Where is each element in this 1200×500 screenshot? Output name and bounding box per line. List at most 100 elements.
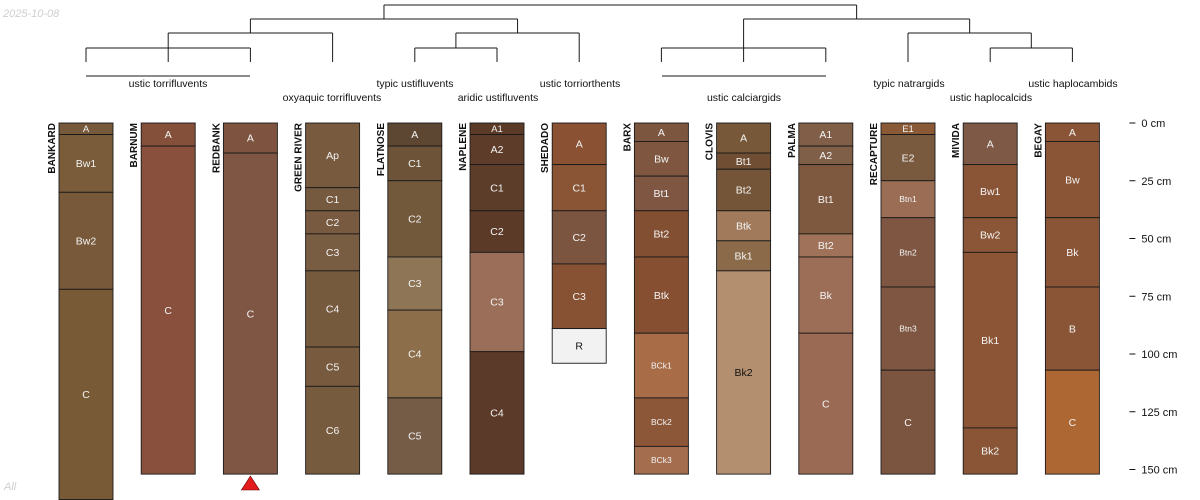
horizon-bk1 xyxy=(716,240,772,272)
profile-label: NAPLENE xyxy=(458,123,469,171)
horizon-bk2 xyxy=(716,270,772,475)
horizon-label: C xyxy=(82,389,90,401)
depth-tick-label: 0 cm xyxy=(1141,118,1165,130)
horizon-label: Bw1 xyxy=(76,158,97,170)
horizon-label: C4 xyxy=(326,304,340,316)
horizon-label: C4 xyxy=(490,408,504,420)
horizon-label: Bk1 xyxy=(981,335,999,347)
horizon-label: Bw xyxy=(654,153,669,165)
horizon-a xyxy=(716,122,772,154)
horizon-label: C xyxy=(822,398,830,410)
horizon-label: C2 xyxy=(572,232,586,244)
depth-tick-label: 100 cm xyxy=(1141,349,1177,361)
taxonomy-label: oxyaquic torrifluvents xyxy=(283,92,382,104)
horizon-btn1 xyxy=(880,180,936,219)
horizon-label: C3 xyxy=(572,291,586,303)
horizon-bw1 xyxy=(58,134,114,193)
depth-tick-label: 75 cm xyxy=(1141,291,1171,303)
horizon-label: C5 xyxy=(326,361,340,373)
horizon-label: C3 xyxy=(490,297,504,309)
horizon-c3 xyxy=(305,233,361,272)
horizon-label: R xyxy=(575,341,583,353)
horizon-label: BCk1 xyxy=(651,361,672,371)
horizon-c xyxy=(140,145,196,475)
horizon-c2 xyxy=(551,210,607,265)
horizon-bk2 xyxy=(962,427,1018,475)
horizon-bck3 xyxy=(633,445,689,475)
profile-begay: A Bw Bk B C BEGAY xyxy=(1033,122,1100,475)
profile-label: BEGAY xyxy=(1033,123,1044,158)
horizon-label: Bt1 xyxy=(736,156,752,168)
horizon-c6 xyxy=(305,385,361,475)
horizon-c xyxy=(222,152,278,475)
horizon-c4 xyxy=(387,309,443,399)
soil-profiles: A Bw1 Bw2 C BANKARD A C BARNUM A C REDBANK Ap C1 C2 C3… xyxy=(47,122,1100,500)
horizon-label: Bk xyxy=(820,290,833,302)
profile-mivida: A Bw1 Bw2 Bk1 Bk2 MIVIDA xyxy=(951,122,1018,475)
profile-label: RECAPTURE xyxy=(869,123,880,186)
horizon-label: A xyxy=(83,124,90,135)
horizon-label: Bt2 xyxy=(736,185,752,197)
horizon-label: A xyxy=(247,133,254,145)
horizon-ap xyxy=(305,122,361,189)
taxonomy-label: ustic torriorthents xyxy=(540,78,621,90)
horizon-c xyxy=(798,332,854,475)
horizon-label: C1 xyxy=(572,182,586,194)
profile-label: REDBANK xyxy=(211,122,222,173)
horizon-c3 xyxy=(387,256,443,311)
horizon-bw2 xyxy=(962,217,1018,253)
profile-green-river: Ap C1 C2 C3 C4 C5 C6 GREEN RIVER xyxy=(294,122,361,475)
depth-tick-label: 50 cm xyxy=(1141,234,1171,246)
horizon-label: Bw1 xyxy=(980,186,1001,198)
horizon-c5 xyxy=(387,397,443,475)
horizon-bt2 xyxy=(716,168,772,212)
horizon-label: C xyxy=(247,308,255,320)
horizon-label: Bt1 xyxy=(818,194,834,206)
date-stamp: 2025-10-08 xyxy=(3,8,60,20)
horizon-label: A xyxy=(658,127,665,139)
profile-recapture: E1 E2 Btn1 Btn2 Btn3 C RECAPTURE xyxy=(869,122,936,475)
horizon-label: A1 xyxy=(491,124,503,135)
depth-tick-label: 150 cm xyxy=(1141,465,1177,477)
profile-label: CLOVIS xyxy=(705,123,716,161)
horizon-label: Btn2 xyxy=(899,247,917,257)
horizon-label: E1 xyxy=(902,124,914,135)
horizon-label: A xyxy=(740,133,747,145)
profile-label: SHEDADO xyxy=(540,123,551,173)
horizon-label: C xyxy=(164,305,172,317)
horizon-c xyxy=(58,288,114,500)
horizon-bt1 xyxy=(798,164,854,235)
horizon-b xyxy=(1044,286,1100,371)
horizon-a2 xyxy=(469,134,525,166)
profile-bankard: A Bw1 Bw2 C BANKARD xyxy=(47,122,114,500)
horizon-label: Bk1 xyxy=(735,251,753,263)
profile-clovis: A Bt1 Bt2 Btk Bk1 Bk2 CLOVIS xyxy=(705,122,772,475)
horizon-label: C1 xyxy=(408,158,422,170)
profile-label: FLATNOSE xyxy=(376,123,387,176)
horizon-label: C3 xyxy=(326,247,340,259)
profile-label: BARNUM xyxy=(129,123,140,167)
dendrogram xyxy=(85,4,1073,77)
horizon-label: C1 xyxy=(490,182,504,194)
taxonomy-label: ustic haplocalcids xyxy=(950,92,1032,104)
horizon-label: A xyxy=(1069,127,1076,139)
horizon-label: B xyxy=(1069,323,1076,335)
horizon-label: Bt2 xyxy=(818,240,834,252)
horizon-label: C1 xyxy=(326,194,340,206)
profile-shedado: A C1 C2 C3 R SHEDADO xyxy=(540,122,607,364)
horizon-label: BCk3 xyxy=(651,455,672,465)
profile-label: PALMA xyxy=(787,123,798,158)
horizon-label: E2 xyxy=(902,152,915,164)
profile-label: BARX xyxy=(622,123,633,152)
horizon-label: C3 xyxy=(408,278,422,290)
horizon-label: A xyxy=(411,129,418,141)
horizon-c1 xyxy=(469,164,525,212)
horizon-label: A xyxy=(165,129,172,141)
horizon-bw xyxy=(1044,141,1100,219)
horizon-c3 xyxy=(469,251,525,353)
taxonomy-labels: ustic torrifluvents oxyaquic torrifluvent… xyxy=(129,78,1118,104)
horizon-label: Bk2 xyxy=(981,446,999,458)
horizon-bw xyxy=(633,141,689,177)
horizon-label: C xyxy=(1069,417,1077,429)
horizon-bw1 xyxy=(962,164,1018,219)
